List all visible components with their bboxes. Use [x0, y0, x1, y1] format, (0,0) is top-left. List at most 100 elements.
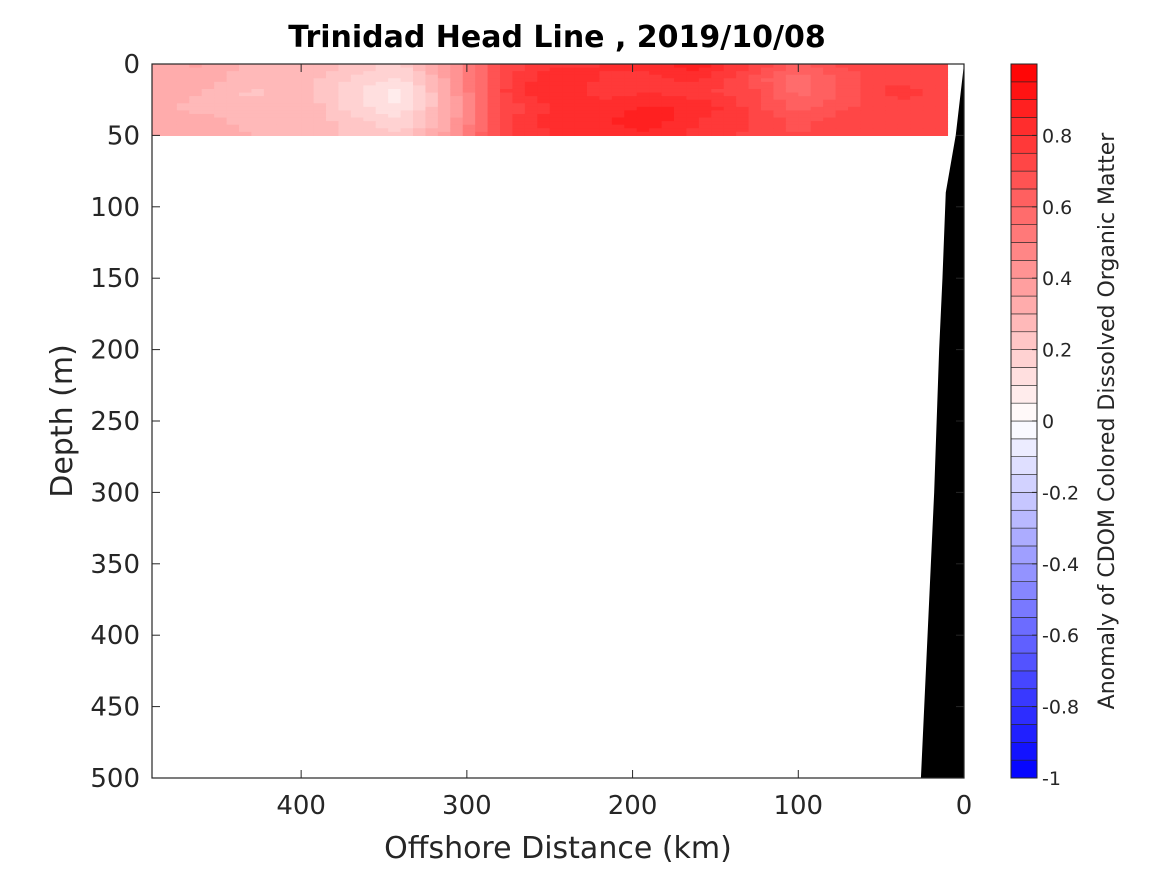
field-cell	[922, 131, 936, 136]
field-cell	[338, 124, 352, 129]
field-cell	[686, 121, 700, 126]
field-cell	[562, 71, 576, 76]
field-cell	[661, 117, 675, 122]
field-cell	[413, 131, 427, 136]
field-cell	[922, 64, 936, 69]
field-cell	[239, 67, 253, 72]
field-cell	[897, 74, 911, 79]
field-cell	[785, 121, 799, 126]
field-cell	[574, 71, 588, 76]
field-cell	[425, 117, 439, 122]
field-cell	[823, 96, 837, 101]
field-cell	[599, 124, 613, 129]
field-cell	[512, 128, 526, 133]
field-cell	[698, 128, 712, 133]
field-cell	[201, 92, 215, 97]
field-cell	[338, 78, 352, 83]
field-cell	[226, 113, 240, 119]
x-tick-label: 300	[442, 791, 492, 821]
field-cell	[350, 121, 364, 126]
field-cell	[587, 81, 601, 87]
field-cell	[785, 128, 799, 133]
field-cell	[450, 85, 464, 90]
field-cell	[475, 113, 489, 119]
field-cell	[363, 117, 377, 122]
field-cell	[437, 131, 451, 136]
field-cell	[810, 110, 824, 115]
field-cell	[462, 121, 476, 126]
field-cell	[736, 85, 750, 90]
field-cell	[674, 71, 688, 76]
field-cell	[773, 110, 787, 115]
field-cell	[674, 74, 688, 79]
field-cell	[872, 92, 886, 97]
field-cell	[897, 110, 911, 115]
field-cell	[624, 128, 638, 133]
field-cell	[152, 78, 166, 83]
field-cell	[226, 88, 240, 94]
field-cell	[413, 128, 427, 133]
field-cell	[922, 121, 936, 126]
field-cell	[611, 85, 625, 90]
field-cell	[462, 81, 476, 87]
field-cell	[388, 71, 402, 76]
field-cell	[326, 92, 340, 97]
field-cell	[450, 96, 464, 101]
field-cell	[562, 85, 576, 90]
field-cell	[562, 121, 576, 126]
field-cell	[611, 113, 625, 119]
field-cell	[363, 71, 377, 76]
field-cell	[860, 121, 874, 126]
field-cell	[860, 88, 874, 94]
field-cell	[524, 131, 538, 136]
x-axis-label: Offshore Distance (km)	[384, 831, 732, 866]
field-cell	[624, 64, 638, 69]
field-cell	[935, 64, 949, 69]
field-cell	[500, 64, 514, 69]
field-cell	[549, 85, 563, 90]
field-cell	[475, 131, 489, 136]
field-cell	[562, 81, 576, 87]
field-cell	[176, 110, 190, 115]
bathymetry-seafloor	[920, 64, 964, 778]
field-cell	[413, 78, 427, 83]
colorbar-level	[1010, 135, 1038, 154]
field-cell	[512, 106, 526, 112]
field-cell	[885, 88, 899, 94]
field-cell	[860, 99, 874, 104]
field-cell	[537, 67, 551, 72]
field-cell	[487, 64, 501, 69]
field-cell	[201, 64, 215, 69]
field-cell	[761, 88, 775, 94]
field-cell	[723, 85, 737, 90]
field-cell	[574, 64, 588, 69]
field-cell	[437, 121, 451, 126]
field-cell	[301, 121, 315, 126]
y-tick-label: 300	[90, 478, 140, 508]
field-cell	[723, 67, 737, 72]
field-cell	[773, 88, 787, 94]
field-cell	[910, 78, 924, 83]
field-cell	[611, 131, 625, 136]
field-cell	[239, 113, 253, 119]
field-cell	[736, 67, 750, 72]
field-cell	[624, 124, 638, 129]
field-cell	[214, 64, 228, 69]
field-cell	[201, 88, 215, 94]
field-cell	[487, 88, 501, 94]
field-cell	[723, 92, 737, 97]
field-cell	[935, 106, 949, 112]
field-cell	[636, 67, 650, 72]
field-cell	[661, 110, 675, 115]
field-cell	[500, 71, 514, 76]
field-cell	[562, 96, 576, 101]
field-cell	[562, 88, 576, 94]
field-cell	[176, 131, 190, 136]
field-cell	[475, 99, 489, 104]
field-cell	[823, 74, 837, 79]
field-cell	[400, 64, 414, 69]
field-cell	[326, 106, 340, 112]
field-cell	[487, 85, 501, 90]
field-cell	[425, 128, 439, 133]
field-cell	[748, 71, 762, 76]
